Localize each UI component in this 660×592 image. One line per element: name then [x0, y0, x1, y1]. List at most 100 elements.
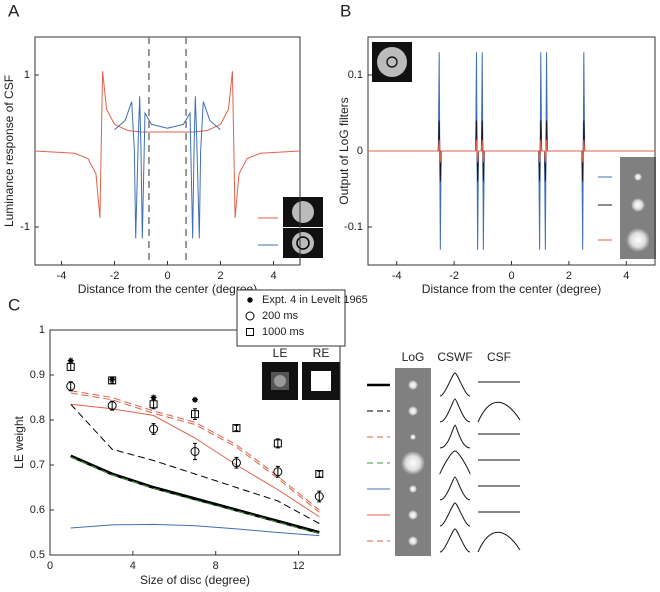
- csf-curve: [477, 531, 521, 553]
- marker-square: [149, 400, 158, 409]
- marker-circle: [149, 424, 159, 434]
- filter-blob: [409, 485, 417, 493]
- plot-frame: [34, 36, 301, 266]
- marker-circle: [314, 492, 324, 501]
- marker-circle: [190, 447, 200, 456]
- data-line: [70, 456, 320, 534]
- data-line: [368, 139, 655, 163]
- disc-icon: [377, 47, 407, 77]
- cswf-curve: [439, 424, 471, 449]
- plot-frame: [49, 329, 341, 556]
- y-axis-label: LE weight: [12, 415, 26, 468]
- error-bar: [110, 377, 115, 384]
- cswf-curve: [439, 502, 471, 527]
- cswf-curve: [439, 372, 471, 397]
- cswf-curve: [439, 450, 471, 475]
- x-tick-label: 4: [623, 270, 629, 282]
- y-tick-label: 0.1: [348, 69, 363, 81]
- column-header: CSWF: [437, 350, 472, 364]
- x-tick-label: -2: [449, 270, 459, 282]
- x-tick-label: -4: [57, 270, 67, 282]
- panel-letter: C: [8, 295, 20, 314]
- x-tick-label: 2: [566, 270, 572, 282]
- ring-icon: [296, 236, 310, 250]
- marker-star: [192, 396, 198, 403]
- y-axis-label: Luminance response of CSF: [2, 75, 16, 227]
- y-tick-label: 0.6: [30, 504, 45, 516]
- data-line: [114, 96, 221, 239]
- marker-circle: [107, 401, 117, 411]
- column-header: LoG: [402, 350, 425, 364]
- legend-label: 200 ms: [262, 310, 299, 322]
- filter-blob: [408, 380, 418, 390]
- x-tick-label: 2: [217, 270, 223, 282]
- data-line: [70, 454, 320, 534]
- filter-blob: [408, 536, 418, 546]
- disc-icon: [274, 375, 286, 387]
- error-bar: [68, 362, 73, 371]
- y-tick-label: -0.1: [344, 221, 363, 233]
- inset-label: LE: [273, 346, 288, 360]
- x-tick-label: 12: [292, 560, 304, 572]
- marker-circle: [245, 311, 255, 321]
- x-tick-label: 8: [213, 560, 219, 572]
- stimulus-icon: [311, 371, 331, 391]
- x-axis-label: Distance from the center (degree): [422, 282, 601, 296]
- marker-square: [246, 328, 254, 336]
- marker-star: [247, 297, 253, 303]
- filter-blob: [631, 198, 645, 212]
- panel-letter: B: [340, 1, 351, 20]
- cswf-curve: [439, 398, 471, 423]
- y-axis-label: Output of LoG filters: [337, 97, 351, 204]
- error-bar: [234, 424, 239, 432]
- y-tick-label: 0.8: [30, 414, 45, 426]
- error-bar: [68, 381, 73, 392]
- filter-table: [367, 372, 521, 553]
- data-line: [70, 523, 320, 537]
- filter-blob: [401, 451, 425, 475]
- panel-letter: A: [8, 1, 20, 20]
- marker-square: [315, 470, 324, 478]
- marker-square: [108, 376, 117, 385]
- filter-blob: [626, 228, 650, 252]
- csf-curve: [477, 401, 521, 423]
- marker-square: [273, 439, 282, 448]
- legend-label: 1000 ms: [262, 326, 305, 338]
- marker-star: [150, 394, 157, 401]
- x-tick-label: 4: [270, 270, 276, 282]
- filter-blob: [408, 406, 418, 416]
- marker-circle: [66, 381, 76, 391]
- error-bar: [110, 400, 115, 411]
- x-axis-label: Distance from the center (degree): [78, 282, 257, 296]
- filter-blob: [634, 173, 642, 181]
- marker-square: [191, 410, 199, 419]
- error-bar: [193, 442, 197, 461]
- x-tick-label: 0: [47, 560, 53, 572]
- y-tick-label: 1: [39, 324, 45, 336]
- cswf-curve: [439, 528, 471, 553]
- x-tick-label: -4: [392, 270, 402, 282]
- y-tick-label: -1: [20, 221, 30, 233]
- marker-circle: [231, 458, 241, 468]
- x-tick-label: 0: [164, 270, 170, 282]
- marker-star: [67, 357, 74, 364]
- disc-icon: [292, 201, 314, 223]
- x-tick-label: 4: [130, 560, 136, 572]
- marker-square: [66, 362, 75, 371]
- y-tick-label: 0: [357, 145, 363, 157]
- x-tick-label: 0: [508, 270, 514, 282]
- y-tick-label: 0.9: [30, 369, 45, 381]
- marker-square: [232, 424, 241, 433]
- ring-icon: [386, 56, 398, 68]
- column-header: CSF: [487, 350, 511, 364]
- ring-icon: [292, 232, 314, 254]
- y-tick-label: 0.7: [30, 459, 45, 471]
- filter-blob: [410, 434, 416, 440]
- marker-circle: [273, 467, 283, 477]
- inset-label: RE: [313, 346, 330, 360]
- legend-box: [236, 289, 346, 347]
- filter-blob: [408, 510, 418, 520]
- y-tick-label: 0.5: [30, 549, 45, 561]
- x-axis-label: Size of disc (degree): [140, 573, 250, 587]
